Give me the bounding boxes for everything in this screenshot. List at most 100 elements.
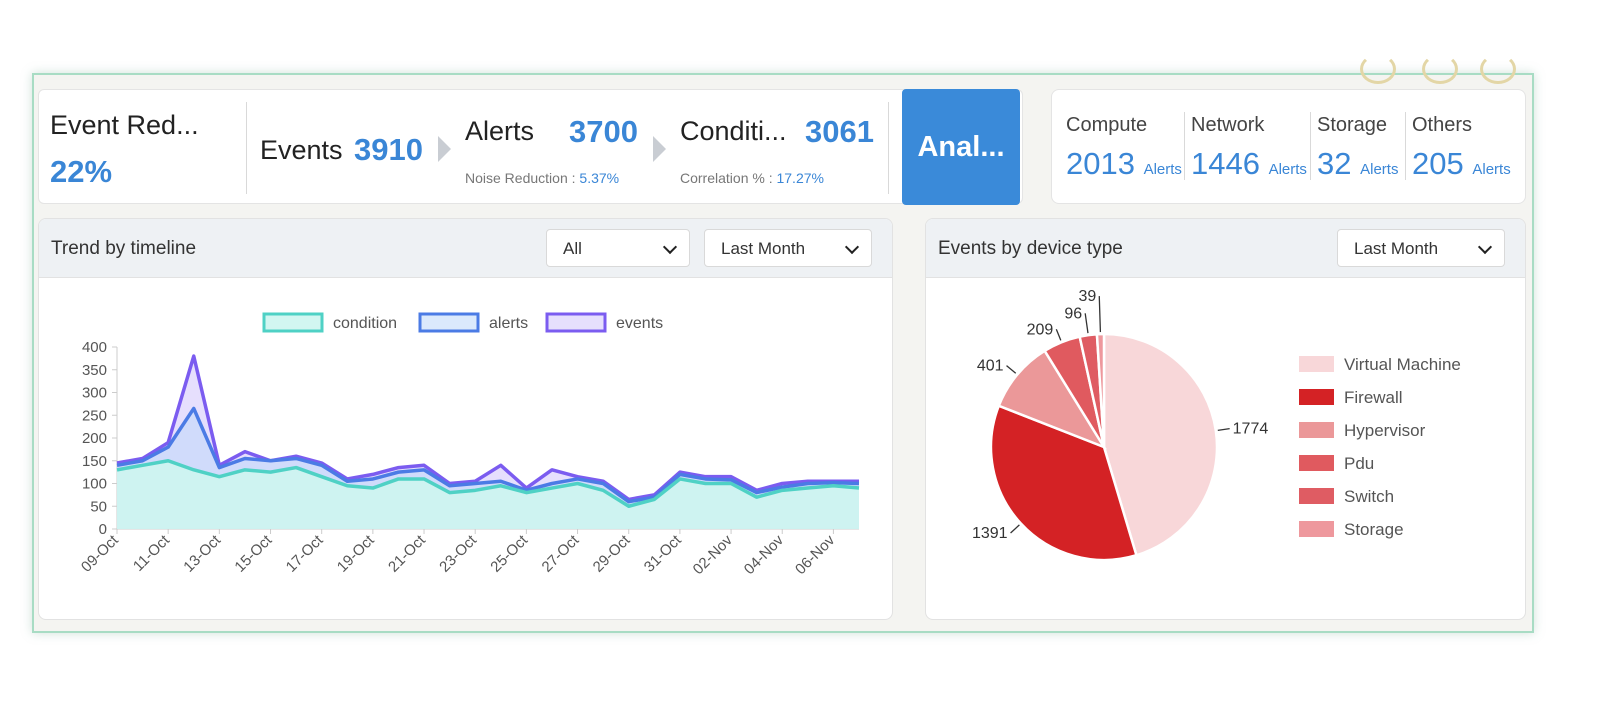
y-tick-label: 250: [82, 407, 107, 424]
legend-swatch-hypervisor: [1299, 422, 1334, 438]
analyze-button[interactable]: Anal...: [902, 89, 1020, 205]
pie-slice-virtual-machine: [1102, 332, 1219, 557]
x-tick-label: 21-Oct: [385, 531, 429, 575]
divider: [1405, 112, 1406, 180]
pie-leader-line: [1098, 296, 1102, 333]
divider: [246, 102, 247, 194]
pie-slice-storage: [1095, 332, 1106, 448]
category-others-value[interactable]: 205 Alerts: [1412, 146, 1511, 181]
y-tick-label: 50: [90, 498, 107, 515]
category-compute-value[interactable]: 2013 Alerts: [1066, 146, 1182, 181]
divider: [888, 102, 889, 194]
x-tick-label: 04-Nov: [741, 531, 788, 578]
legend-swatch-events: [545, 312, 607, 333]
pie-leader-line: [1010, 524, 1020, 534]
y-tick-label: 150: [82, 453, 107, 470]
divider: [1310, 112, 1311, 180]
y-tick-label: 300: [82, 385, 107, 402]
x-tick-label: 06-Nov: [792, 531, 839, 578]
series-filter-value: All: [563, 239, 582, 258]
legend-swatch-firewall: [1299, 389, 1334, 405]
y-tick-label: 100: [82, 476, 107, 493]
device-range-value: Last Month: [1354, 239, 1439, 258]
category-others-label: Others: [1412, 114, 1473, 136]
x-tick-label: 11-Oct: [130, 531, 174, 575]
trend-range-select[interactable]: Last Month: [704, 229, 872, 267]
legend-swatch-switch: [1299, 488, 1334, 504]
alerts-value: 3700: [569, 114, 638, 149]
pie-leader-line: [1084, 313, 1089, 334]
trend-panel-title: Trend by timeline: [51, 238, 197, 259]
events-value: 3910: [354, 132, 423, 167]
pie-leader-line: [1217, 427, 1230, 431]
pie-data-label: 209: [1027, 321, 1054, 338]
legend-label-switch: Switch: [1344, 487, 1394, 506]
category-compute-label: Compute: [1066, 114, 1148, 136]
trend-range-value: Last Month: [721, 239, 806, 258]
x-tick-label: 29-Oct: [590, 531, 634, 575]
event-reduction-label: Event Red...: [50, 110, 199, 140]
device-panel-header: Events by device type Last Month: [926, 219, 1525, 278]
condition-line: [116, 459, 860, 508]
arrow-right-icon: [438, 136, 451, 162]
x-tick-label: 02-Nov: [690, 531, 737, 578]
trend-panel: Trend by timeline All Last Month 0 50 100 1…: [38, 218, 893, 620]
x-tick-label: 25-Oct: [487, 531, 531, 575]
kpi-bar: Event Red... 22% Events 3910 Alerts 3700…: [38, 89, 1023, 204]
chevron-down-icon: [1477, 239, 1493, 255]
event-reduction-value: 22%: [50, 154, 113, 189]
correlation-percent: Correlation % : 17.27%: [680, 170, 824, 186]
conditions-value: 3061: [805, 114, 874, 149]
x-tick-label: 13-Oct: [180, 531, 224, 575]
legend-label-alerts: alerts: [489, 315, 528, 332]
legend-swatch-condition: [262, 312, 324, 333]
category-storage-value[interactable]: 32 Alerts: [1317, 146, 1399, 181]
x-tick-label: 23-Oct: [436, 531, 480, 575]
device-range-select[interactable]: Last Month: [1337, 229, 1505, 267]
x-tick-label: 19-Oct: [334, 531, 378, 575]
legend-swatch-virtual-machine: [1299, 356, 1334, 372]
trend-panel-header: Trend by timeline All Last Month: [39, 219, 892, 278]
legend-swatch-storage: [1299, 521, 1334, 537]
alerts-label: Alerts: [465, 116, 535, 146]
y-tick-label: 400: [82, 339, 107, 356]
series-filter-select[interactable]: All: [546, 229, 690, 267]
pie-leader-line: [1055, 329, 1062, 341]
legend-label-hypervisor: Hypervisor: [1344, 421, 1426, 440]
y-tick-label: 200: [82, 430, 107, 447]
device-panel: Events by device type Last Month 1774 139…: [925, 218, 1526, 620]
pie-slice-firewall: [989, 404, 1138, 562]
pie-data-label: 96: [1064, 305, 1082, 322]
pie-data-label: 1391: [972, 525, 1008, 542]
alerts-line: [116, 406, 860, 504]
noise-reduction: Noise Reduction : 5.37%: [465, 170, 620, 186]
pie-leader-line: [1006, 365, 1017, 374]
events-label: Events: [260, 135, 343, 165]
pie-data-label: 401: [977, 358, 1004, 375]
pie-slice-hypervisor: [997, 349, 1108, 450]
category-network-label: Network: [1191, 114, 1265, 136]
alert-categories: Compute 2013 Alerts Network 1446 Alerts …: [1051, 89, 1526, 204]
device-panel-title: Events by device type: [938, 238, 1123, 259]
y-tick-label: 0: [99, 521, 107, 538]
legend-swatch-pdu: [1299, 455, 1334, 471]
arrow-right-icon: [653, 136, 666, 162]
legend-label-virtual-machine: Virtual Machine: [1344, 355, 1461, 374]
events-line: [116, 354, 859, 502]
legend-label-events: events: [616, 315, 663, 332]
category-storage-label: Storage: [1317, 114, 1388, 136]
x-tick-label: 31-Oct: [641, 531, 685, 575]
pie-data-label: 1774: [1233, 421, 1269, 438]
x-tick-label: 17-Oct: [283, 531, 327, 575]
category-network-value[interactable]: 1446 Alerts: [1191, 146, 1307, 181]
chevron-down-icon: [844, 239, 860, 255]
legend-label-pdu: Pdu: [1344, 454, 1374, 473]
y-tick-label: 350: [82, 362, 107, 379]
conditions-label: Conditi...: [680, 116, 787, 146]
legend-label-firewall: Firewall: [1344, 388, 1403, 407]
x-tick-label: 15-Oct: [231, 531, 275, 575]
legend-swatch-alerts: [418, 312, 480, 333]
pie-data-label: 39: [1078, 288, 1096, 305]
